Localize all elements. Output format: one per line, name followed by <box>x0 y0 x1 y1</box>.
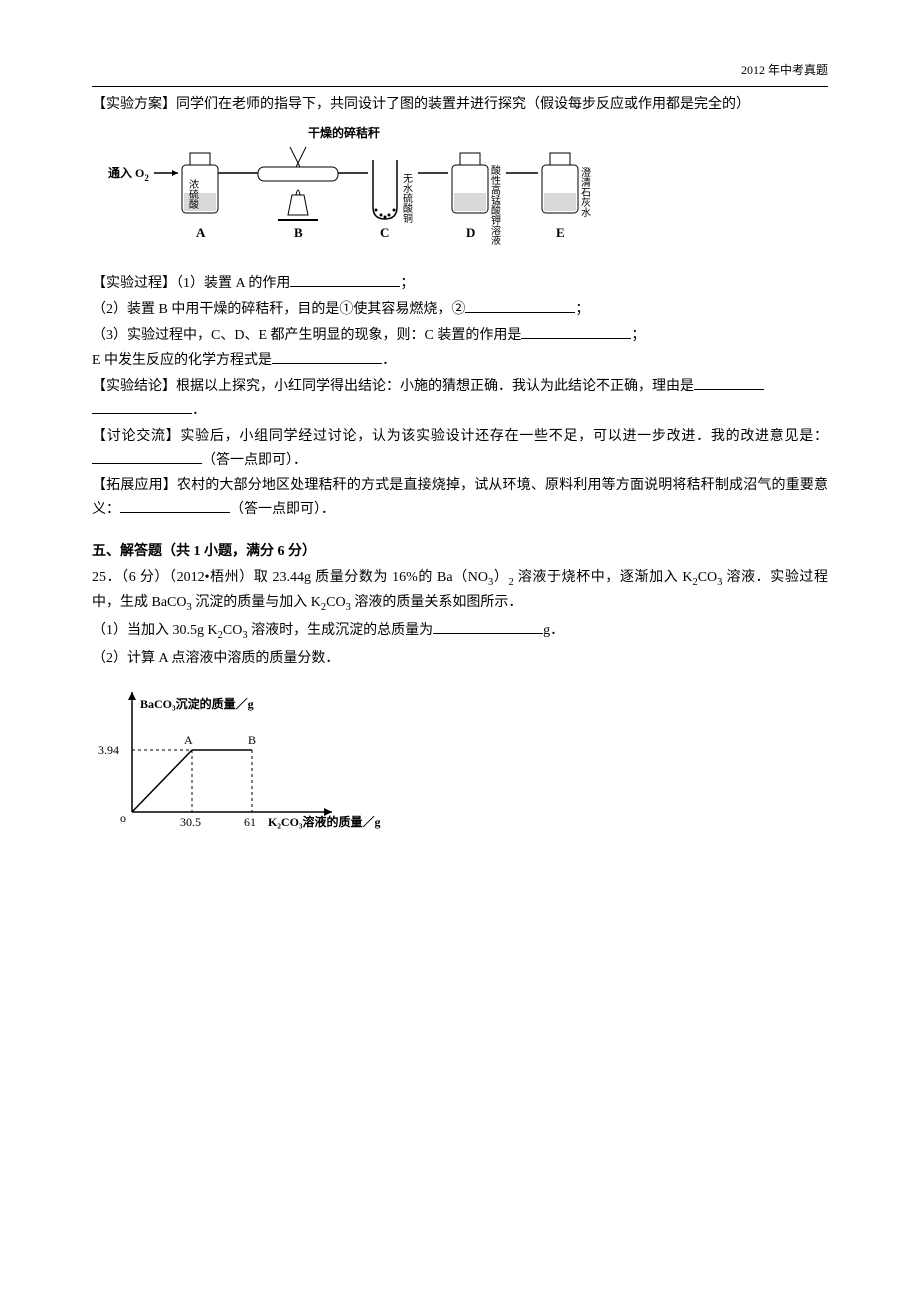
blank <box>694 376 764 390</box>
letter-c: C <box>380 225 389 240</box>
utube-c: 无水硫酸铜 <box>373 160 413 224</box>
section-5-title: 五、解答题（共 1 小题，满分 6 分） <box>92 540 828 564</box>
point-a: A <box>184 733 193 747</box>
blank <box>290 273 400 287</box>
bottle-d: 酸性高锰酸钾溶液 <box>452 153 501 246</box>
blank <box>521 325 631 339</box>
apparatus-svg: 干燥的碎秸秆 通入 O2 浓硫酸 无水硫酸铜 <box>108 125 628 255</box>
inlet-label: 通入 O2 <box>108 165 149 183</box>
y-axis-label: BaCO₃沉淀的质量／g <box>140 696 254 711</box>
label-e: 澄清石灰水 <box>579 166 591 217</box>
burner-b <box>258 147 338 220</box>
blank <box>92 400 192 414</box>
blank <box>120 499 230 513</box>
letter-a: A <box>196 225 206 240</box>
x-tick-1: 61 <box>244 815 256 829</box>
q24-proc-1: 【实验过程】（1）装置 A 的作用； <box>92 272 828 296</box>
page-header: 2012 年中考真题 <box>92 60 828 80</box>
x-tick-0: 30.5 <box>180 815 201 829</box>
label-a: 浓硫酸 <box>187 179 199 210</box>
point-b: B <box>248 733 256 747</box>
q25-p2: （2）计算 A 点溶液中溶质的质量分数． <box>92 647 828 671</box>
letter-e: E <box>556 225 565 240</box>
q24-plan: 【实验方案】同学们在老师的指导下，共同设计了图的装置并进行探究（假设每步反应或作… <box>92 93 828 117</box>
blank <box>433 620 543 634</box>
label-d: 酸性高锰酸钾溶液 <box>489 164 501 246</box>
q24-proc-3: （3）实验过程中，C、D、E 都产生明显的现象，则：C 装置的作用是； <box>92 324 828 348</box>
bottle-a: 浓硫酸 <box>182 153 218 213</box>
blank <box>92 450 202 464</box>
q24-proc-4: E 中发生反应的化学方程式是． <box>92 349 828 373</box>
q24-conclusion: 【实验结论】根据以上探究，小红同学得出结论：小施的猜想正确．我认为此结论不正确，… <box>92 375 828 423</box>
q25-p1: （1）当加入 30.5g K2CO3 溶液时，生成沉淀的总质量为g． <box>92 619 828 645</box>
letter-d: D <box>466 225 475 240</box>
q25-chart: BaCO₃沉淀的质量／g 3.94 A B o 30.5 61 K₂CO₃溶液的… <box>92 682 828 841</box>
blank <box>465 299 575 313</box>
x-axis-label: K₂CO₃溶液的质量／g <box>268 814 381 829</box>
letter-b: B <box>294 225 303 240</box>
bottle-e: 澄清石灰水 <box>542 153 591 217</box>
diagram-title: 干燥的碎秸秆 <box>308 125 380 140</box>
q25-stem: 25．（6 分）（2012•梧州）取 23.44g 质量分数为 16%的 Ba（… <box>92 566 828 617</box>
origin: o <box>120 811 126 825</box>
q24-discussion: 【讨论交流】实验后，小组同学经过讨论，认为该实验设计还存在一些不足，可以进一步改… <box>92 425 828 473</box>
q24-application: 【拓展应用】农村的大部分地区处理秸秆的方式是直接烧掉，试从环境、原料利用等方面说… <box>92 474 828 522</box>
label-c: 无水硫酸铜 <box>401 173 413 224</box>
line-chart-svg: BaCO₃沉淀的质量／g 3.94 A B o 30.5 61 K₂CO₃溶液的… <box>92 682 392 832</box>
q24-proc-2: （2）装置 B 中用干燥的碎秸秆，目的是①使其容易燃烧，②； <box>92 298 828 322</box>
y-tick: 3.94 <box>98 743 119 757</box>
header-rule <box>92 86 828 87</box>
blank <box>272 350 382 364</box>
apparatus-diagram: 干燥的碎秸秆 通入 O2 浓硫酸 无水硫酸铜 <box>108 125 828 264</box>
